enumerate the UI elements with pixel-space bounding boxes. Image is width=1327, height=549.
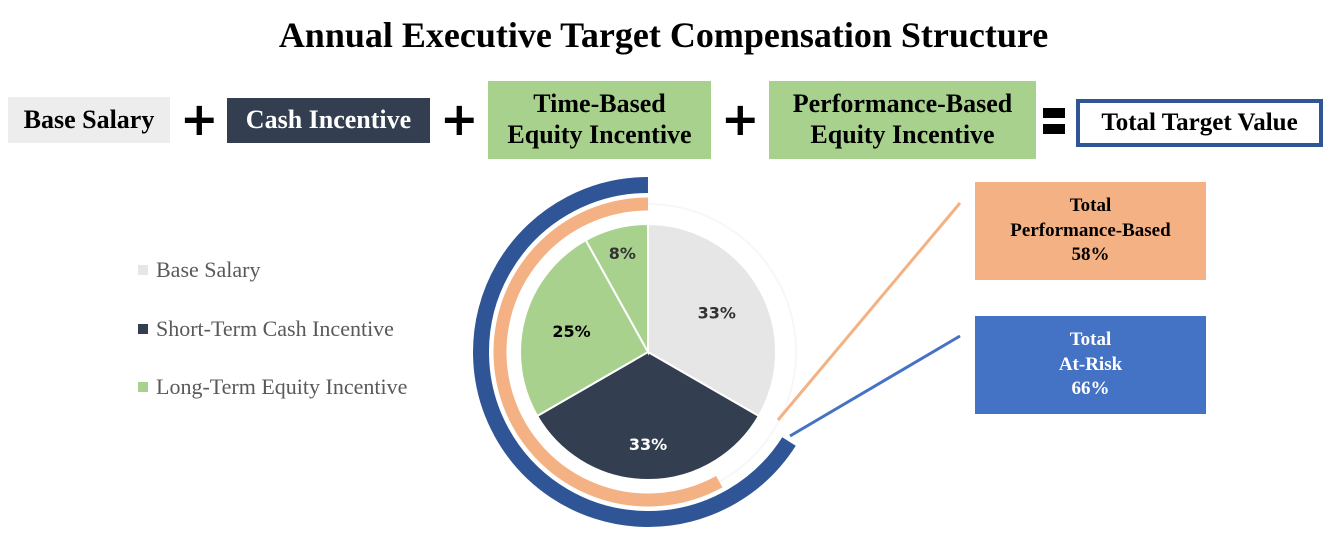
pie-slice-label-3: 8%: [609, 244, 636, 263]
legend-label-base-salary: Base Salary: [156, 257, 261, 282]
pie-slice-3: [584, 222, 649, 356]
pie-slice-2: [519, 238, 650, 418]
performance-callout-line2: Performance-Based: [1010, 219, 1171, 241]
pie-slice-label-1: 33%: [629, 435, 667, 454]
legend-swatch-base-salary: [138, 265, 148, 275]
legend-item-base-salary: Base Salary: [138, 257, 260, 283]
at-risk-callout-line2: At-Risk: [1058, 353, 1123, 375]
legend-item-long-term-equity: Long-Term Equity Incentive: [138, 374, 407, 400]
total-performance-based-callout: Total Performance-Based 58%: [975, 182, 1206, 280]
performance-based-equity-box: Performance-Based Equity Incentive: [769, 81, 1036, 159]
performance-connector-line: [776, 202, 962, 421]
legend-label-short-term-cash: Short-Term Cash Incentive: [156, 316, 394, 341]
base-salary-box: Base Salary: [8, 97, 170, 143]
performance-based-line2: Equity Incentive: [810, 120, 995, 149]
total-target-value-box: Total Target Value: [1076, 99, 1323, 147]
time-based-line2: Equity Incentive: [507, 120, 692, 149]
equals-sign: =: [1043, 108, 1065, 134]
cash-incentive-box: Cash Incentive: [227, 98, 430, 143]
legend-swatch-long-term-equity: [138, 382, 148, 392]
label-layer: 33% 33% 25% 8%: [552, 244, 736, 454]
legend-swatch-short-term-cash: [138, 324, 148, 334]
total-target-value-label: Total Target Value: [1101, 109, 1298, 137]
cash-incentive-label: Cash Incentive: [245, 105, 412, 135]
performance-callout-line1: Total: [1069, 194, 1112, 216]
legend-item-short-term-cash: Short-Term Cash Incentive: [138, 316, 394, 342]
total-at-risk-callout: Total At-Risk 66%: [975, 316, 1206, 414]
base-salary-label: Base Salary: [23, 104, 155, 134]
time-based-line1: Time-Based: [533, 89, 666, 119]
ring-total-performance-based: [493, 197, 723, 507]
pie-slice-1: [535, 350, 761, 481]
time-based-equity-box: Time-Based Equity Incentive: [488, 81, 711, 159]
pie-slice-0: [647, 222, 777, 418]
slice-layer: [519, 222, 777, 481]
pie-slice-label-0: 33%: [698, 303, 736, 322]
performance-based-line1: Performance-Based: [792, 89, 1013, 119]
ring-layer: [473, 177, 797, 527]
legend-label-long-term-equity: Long-Term Equity Incentive: [156, 374, 408, 399]
plus-sign-3: +: [721, 92, 760, 146]
plus-sign-1: +: [180, 92, 219, 146]
plus-sign-2: +: [440, 92, 479, 146]
at-risk-connector-line: [789, 334, 961, 438]
ring-total-at-risk: [473, 177, 796, 527]
at-risk-callout-line1: Total: [1069, 328, 1112, 350]
chart-title: Annual Executive Target Compensation Str…: [278, 15, 1049, 55]
performance-callout-line3: 58%: [1071, 244, 1110, 266]
at-risk-callout-line3: 66%: [1071, 378, 1110, 400]
pie-slice-label-2: 25%: [552, 322, 590, 341]
